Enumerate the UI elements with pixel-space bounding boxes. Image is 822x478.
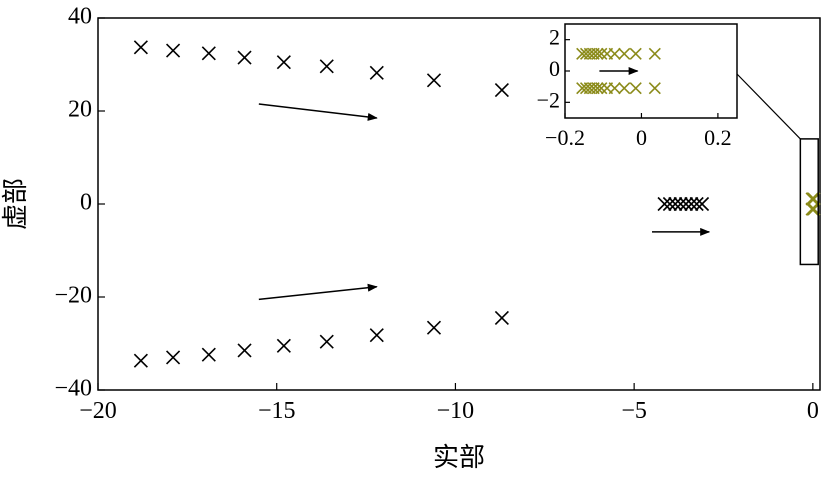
pole-marker [165, 43, 181, 58]
y-axis-title: 虚部 [1, 178, 30, 230]
x-tick-label: −15 [258, 398, 296, 424]
x-tick-label: 0 [807, 398, 819, 424]
inset-y-tick-label: 2 [549, 25, 560, 50]
pole-marker [662, 196, 677, 212]
pole-marker [237, 343, 252, 358]
inset-pole-marker [595, 47, 608, 60]
inset-pole-marker [648, 82, 661, 95]
inset-y-tick-label: −2 [537, 87, 560, 112]
inset-pole-marker [618, 82, 631, 95]
pole-marker [319, 334, 334, 349]
main-points [133, 40, 821, 368]
inset-pole-marker [608, 47, 621, 60]
inset-pole-marker [618, 47, 631, 60]
main-arrows [258, 103, 711, 301]
pole-marker [494, 310, 509, 325]
pole-marker [165, 350, 181, 365]
inset-x-tick-label: 0 [636, 125, 647, 150]
pole-marker [684, 196, 699, 212]
x-tick-label: −20 [79, 398, 117, 424]
pole-marker [494, 83, 509, 98]
inset-pole-marker [629, 82, 642, 95]
pole-marker [133, 40, 148, 55]
inset-ticks: −0.2 0 0.2 −2 0 2 [537, 25, 732, 150]
inset-pole-marker [629, 47, 642, 60]
pole-marker [694, 196, 710, 212]
y-tick-label: 40 [68, 4, 92, 30]
trend-arrow [258, 283, 378, 301]
inset-pole-marker [591, 82, 604, 95]
y-tick-label: −20 [54, 283, 92, 309]
x-tick-label: −5 [621, 398, 647, 424]
pole-marker [276, 338, 291, 353]
pole-marker [426, 320, 442, 335]
zoom-connector [736, 73, 801, 140]
zoom-box [799, 138, 819, 266]
trend-arrow [258, 103, 378, 121]
inset-plot: −0.2 0 0.2 −2 0 2 [537, 23, 738, 150]
pole-marker [369, 328, 384, 343]
pole-marker [201, 46, 216, 61]
inset-pole-marker [648, 47, 661, 60]
pole-marker [276, 55, 291, 70]
pole-marker [657, 196, 672, 212]
x-tick-label: −10 [437, 398, 475, 424]
pole-marker [678, 196, 694, 212]
inset-pole-marker [591, 47, 604, 60]
pole-marker [319, 59, 334, 74]
x-axis-title: 实部 [433, 443, 485, 472]
inset-x-tick-label: −0.2 [545, 125, 585, 150]
inset-x-tick-label: 0.2 [704, 125, 732, 150]
pole-marker [237, 50, 252, 65]
pole-marker [689, 196, 704, 212]
inset-y-tick-label: 0 [549, 56, 560, 81]
pole-marker [133, 353, 148, 368]
pole-marker [668, 196, 683, 212]
pole-marker [426, 73, 442, 88]
pole-marker [369, 65, 384, 80]
pole-marker [673, 196, 688, 212]
pole-marker [201, 347, 216, 362]
inset-plot-frame [564, 23, 738, 119]
inset-pole-marker [595, 82, 608, 95]
y-tick-label: 0 [80, 190, 92, 216]
inset-pole-marker [608, 82, 621, 95]
y-tick-label: −40 [54, 376, 92, 402]
inset-points [576, 47, 661, 95]
y-tick-label: 20 [68, 97, 92, 123]
